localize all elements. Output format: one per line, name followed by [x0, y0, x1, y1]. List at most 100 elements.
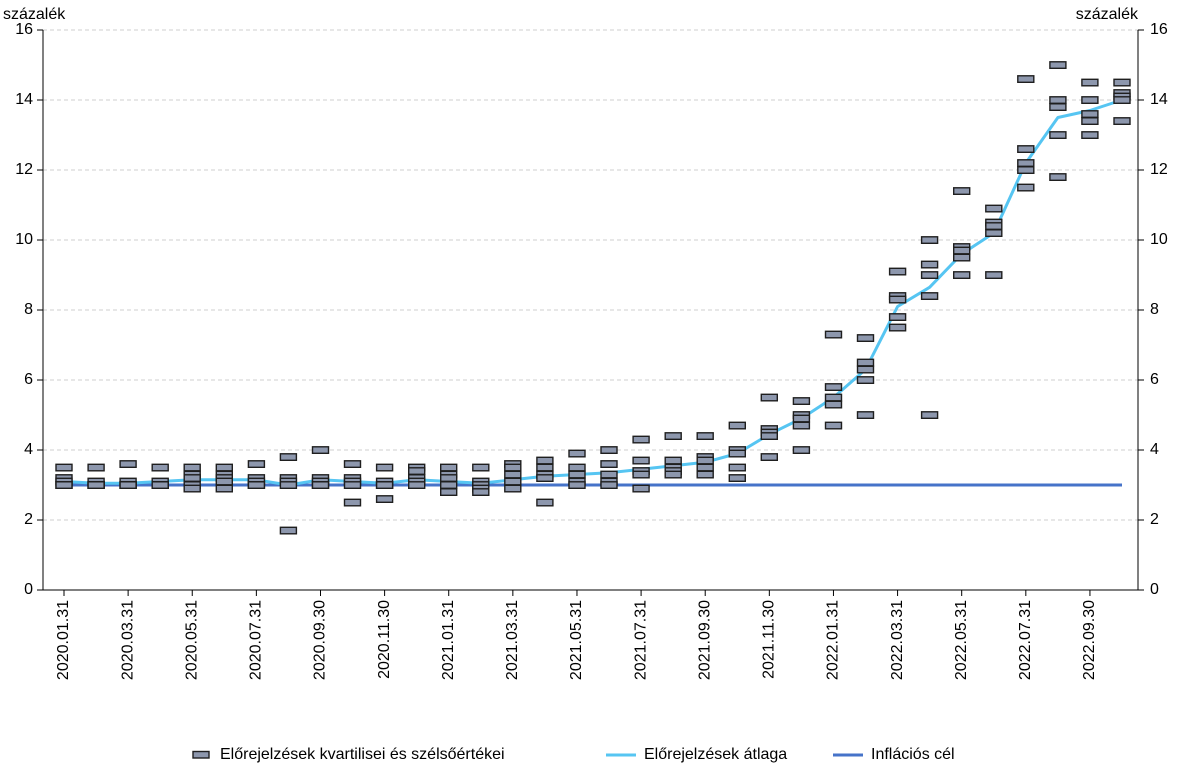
forecast-marker-q1 — [1081, 117, 1099, 126]
forecast-marker-max — [87, 463, 105, 472]
y-tick-label-left: 8 — [24, 301, 33, 318]
forecast-marker-max — [888, 267, 907, 276]
forecast-marker-min — [311, 481, 330, 489]
y-tick-label-right: 0 — [1150, 581, 1159, 598]
y-tick-label-right: 6 — [1150, 371, 1159, 388]
x-tick-label: 2021.11.30 — [761, 600, 778, 679]
forecast-marker-q1 — [792, 421, 811, 430]
y-tick-label-right: 14 — [1150, 91, 1168, 108]
axes: 0 0 2 2 4 4 6 6 8 8 10 10 12 12 14 14 16 16 2020.01.31 2020… — [15, 21, 1168, 680]
forecast-marker-max — [792, 397, 811, 405]
forecast-marker-max — [920, 236, 939, 245]
forecast-marker-q1 — [920, 292, 939, 300]
forecast-marker-q1 — [824, 400, 843, 409]
forecast-marker-q1 — [953, 253, 971, 262]
legend-label-mean: Előrejelzések átlaga — [644, 746, 787, 763]
forecast-marker-q1 — [985, 229, 1003, 238]
legend-marker-swatch — [192, 750, 210, 759]
forecast-marker-q1 — [504, 477, 522, 486]
forecast-marker-median — [1017, 159, 1035, 168]
forecast-marker-median — [985, 222, 1003, 231]
legend-label-target: Inflációs cél — [871, 746, 955, 763]
forecast-marker-min — [696, 470, 714, 479]
forecast-marker-min — [119, 481, 137, 489]
y-tick-label-left: 16 — [15, 21, 33, 38]
x-tick-label: 2022.01.31 — [825, 600, 842, 680]
forecast-marker-q1 — [696, 463, 714, 472]
forecast-marker-min — [408, 481, 426, 489]
forecast-marker-max — [1049, 61, 1067, 69]
forecast-marker-q3 — [1017, 145, 1035, 154]
forecast-marker-q3 — [920, 260, 939, 269]
forecast-marker-max — [375, 463, 394, 472]
forecast-marker-min — [985, 271, 1003, 279]
forecast-marker-min — [151, 481, 169, 489]
forecast-marker-q1 — [440, 481, 458, 489]
forecast-marker-q1 — [856, 376, 875, 384]
forecast-marker-min — [888, 323, 907, 332]
axis-labels: százalék százalék — [3, 6, 1139, 23]
legend: Előrejelzések kvartilisei és szélsőérték… — [192, 746, 955, 763]
forecast-marker-q3 — [824, 383, 843, 391]
forecast-marker-max — [696, 432, 714, 440]
forecast-marker-min — [375, 495, 394, 503]
forecast-marker-q1 — [279, 481, 298, 489]
forecast-marker-max — [55, 463, 73, 472]
forecast-marker-q1 — [1049, 131, 1067, 140]
forecast-mean-line — [63, 98, 1123, 487]
forecast-marker-max — [151, 463, 169, 472]
forecast-marker-median — [440, 474, 458, 482]
forecast-marker-min — [600, 481, 618, 489]
x-tick-label: 2021.03.31 — [504, 600, 521, 680]
forecast-marker-min — [440, 488, 458, 496]
forecast-marker-max — [440, 463, 458, 472]
x-tick-label: 2021.09.30 — [696, 600, 713, 680]
forecast-marker-max — [600, 446, 618, 454]
y-tick-label-right: 4 — [1150, 441, 1159, 458]
forecast-marker-q1 — [375, 481, 394, 489]
forecast-marker-min — [760, 453, 778, 461]
forecast-marker-max — [568, 449, 586, 458]
forecast-marker-median — [1049, 103, 1067, 112]
forecast-marker-q1 — [728, 463, 746, 472]
forecast-marker-max — [1113, 78, 1131, 87]
y-tick-label-left: 12 — [15, 161, 33, 178]
forecast-marker-min — [87, 481, 105, 489]
forecast-marker-min — [568, 481, 586, 489]
y-axis-unit-right: százalék — [1076, 6, 1139, 23]
forecast-marker-max — [760, 393, 778, 402]
forecast-marker-median — [728, 449, 746, 458]
forecast-marker-q1 — [632, 470, 650, 479]
forecast-marker-median — [600, 470, 618, 479]
forecast-marker-min — [279, 526, 298, 535]
forecast-marker-median — [568, 470, 586, 479]
forecast-marker-median — [920, 271, 939, 279]
forecast-marker-median — [824, 393, 843, 402]
forecast-marker-q3 — [1081, 96, 1099, 105]
forecast-marker-max — [343, 460, 362, 468]
forecast-marker-max — [183, 463, 201, 472]
forecast-marker-max — [664, 432, 682, 440]
forecast-marker-min — [1081, 131, 1099, 140]
x-tick-label: 2020.09.30 — [312, 600, 329, 680]
legend-item-target: Inflációs cél — [833, 746, 955, 763]
forecast-marker-q1 — [1017, 166, 1035, 175]
forecast-marker-median — [696, 456, 714, 465]
forecast-marker-max — [985, 204, 1003, 213]
forecast-marker-q3 — [536, 463, 554, 472]
forecast-marker-q3 — [600, 460, 618, 468]
forecast-marker-q3 — [664, 456, 682, 465]
forecast-marker-median — [792, 414, 811, 423]
forecast-marker-min — [920, 411, 939, 419]
forecast-marker-q1 — [215, 477, 234, 486]
forecast-marker-min — [664, 470, 682, 479]
forecast-marker-q1 — [1113, 96, 1131, 105]
forecast-marker-min — [1049, 173, 1067, 182]
forecast-marker-median — [856, 365, 875, 374]
forecast-marker-q3 — [504, 463, 522, 472]
forecast-marker-min — [632, 484, 650, 493]
x-tick-label: 2020.01.31 — [55, 600, 72, 680]
forecast-marker-q3 — [568, 463, 586, 472]
legend-item-mean: Előrejelzések átlaga — [606, 746, 787, 763]
x-tick-label: 2021.05.31 — [568, 600, 585, 680]
